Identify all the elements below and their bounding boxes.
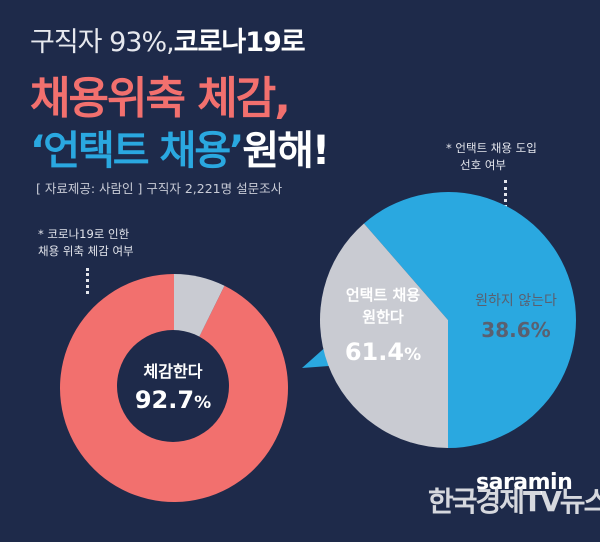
saramin-logo: saramin bbox=[476, 470, 573, 495]
headline-untact: ‘언택트 채용’ bbox=[30, 128, 244, 174]
headline-line-2: 채용위축 체감, bbox=[30, 73, 291, 124]
headline-want: 원해! bbox=[242, 128, 330, 174]
headline-stat: 구직자 93%, bbox=[30, 27, 175, 58]
slice-label-want-line-2: 원한다 bbox=[362, 308, 404, 326]
slice-label-want-line-1: 언택트 채용 bbox=[345, 286, 421, 304]
slice-want-untact bbox=[363, 191, 576, 448]
slice-value-want: 61.4% bbox=[344, 338, 422, 366]
right-note-line-2: 선호 여부 bbox=[460, 158, 506, 172]
right-note-line-1: * 언택트 채용 도입 bbox=[446, 141, 537, 155]
slice-value-feel: 92.7% bbox=[134, 386, 212, 414]
source-note: [ 자료제공: 사람인 ] 구직자 2,221명 설문조사 bbox=[36, 181, 283, 196]
slice-value-not-want: 38.6% bbox=[481, 318, 551, 342]
left-note-line-1: * 코로나19로 인한 bbox=[38, 227, 130, 241]
left-dotted-connector bbox=[86, 268, 89, 294]
right-chart-note: * 언택트 채용 도입 선호 여부 bbox=[446, 140, 537, 174]
pie-chart-untact bbox=[302, 191, 576, 448]
slice-label-want: 언택트 채용 원한다 61.4% bbox=[320, 284, 446, 366]
slice-label-not-want-text: 원하지 않는다 bbox=[475, 293, 557, 309]
slice-not-want bbox=[320, 223, 448, 448]
headline-line-3: ‘언택트 채용’원해! bbox=[30, 118, 330, 176]
news-watermark: 한국경제TV뉴스 bbox=[428, 485, 600, 518]
headline-subject: 코로나19로 bbox=[173, 27, 306, 58]
slice-label-not-want: 원하지 않는다 38.6% bbox=[466, 290, 566, 342]
left-note-line-2: 채용 위축 체감 여부 bbox=[38, 244, 134, 258]
right-dotted-connector bbox=[504, 180, 507, 214]
headline-line-1: 구직자 93%,코로나19로 bbox=[30, 20, 306, 59]
left-chart-note: * 코로나19로 인한 채용 위축 체감 여부 bbox=[38, 226, 134, 260]
slice-label-feel: 체감한다 bbox=[143, 362, 203, 381]
donut-center: 체감한다 92.7% bbox=[117, 330, 229, 442]
